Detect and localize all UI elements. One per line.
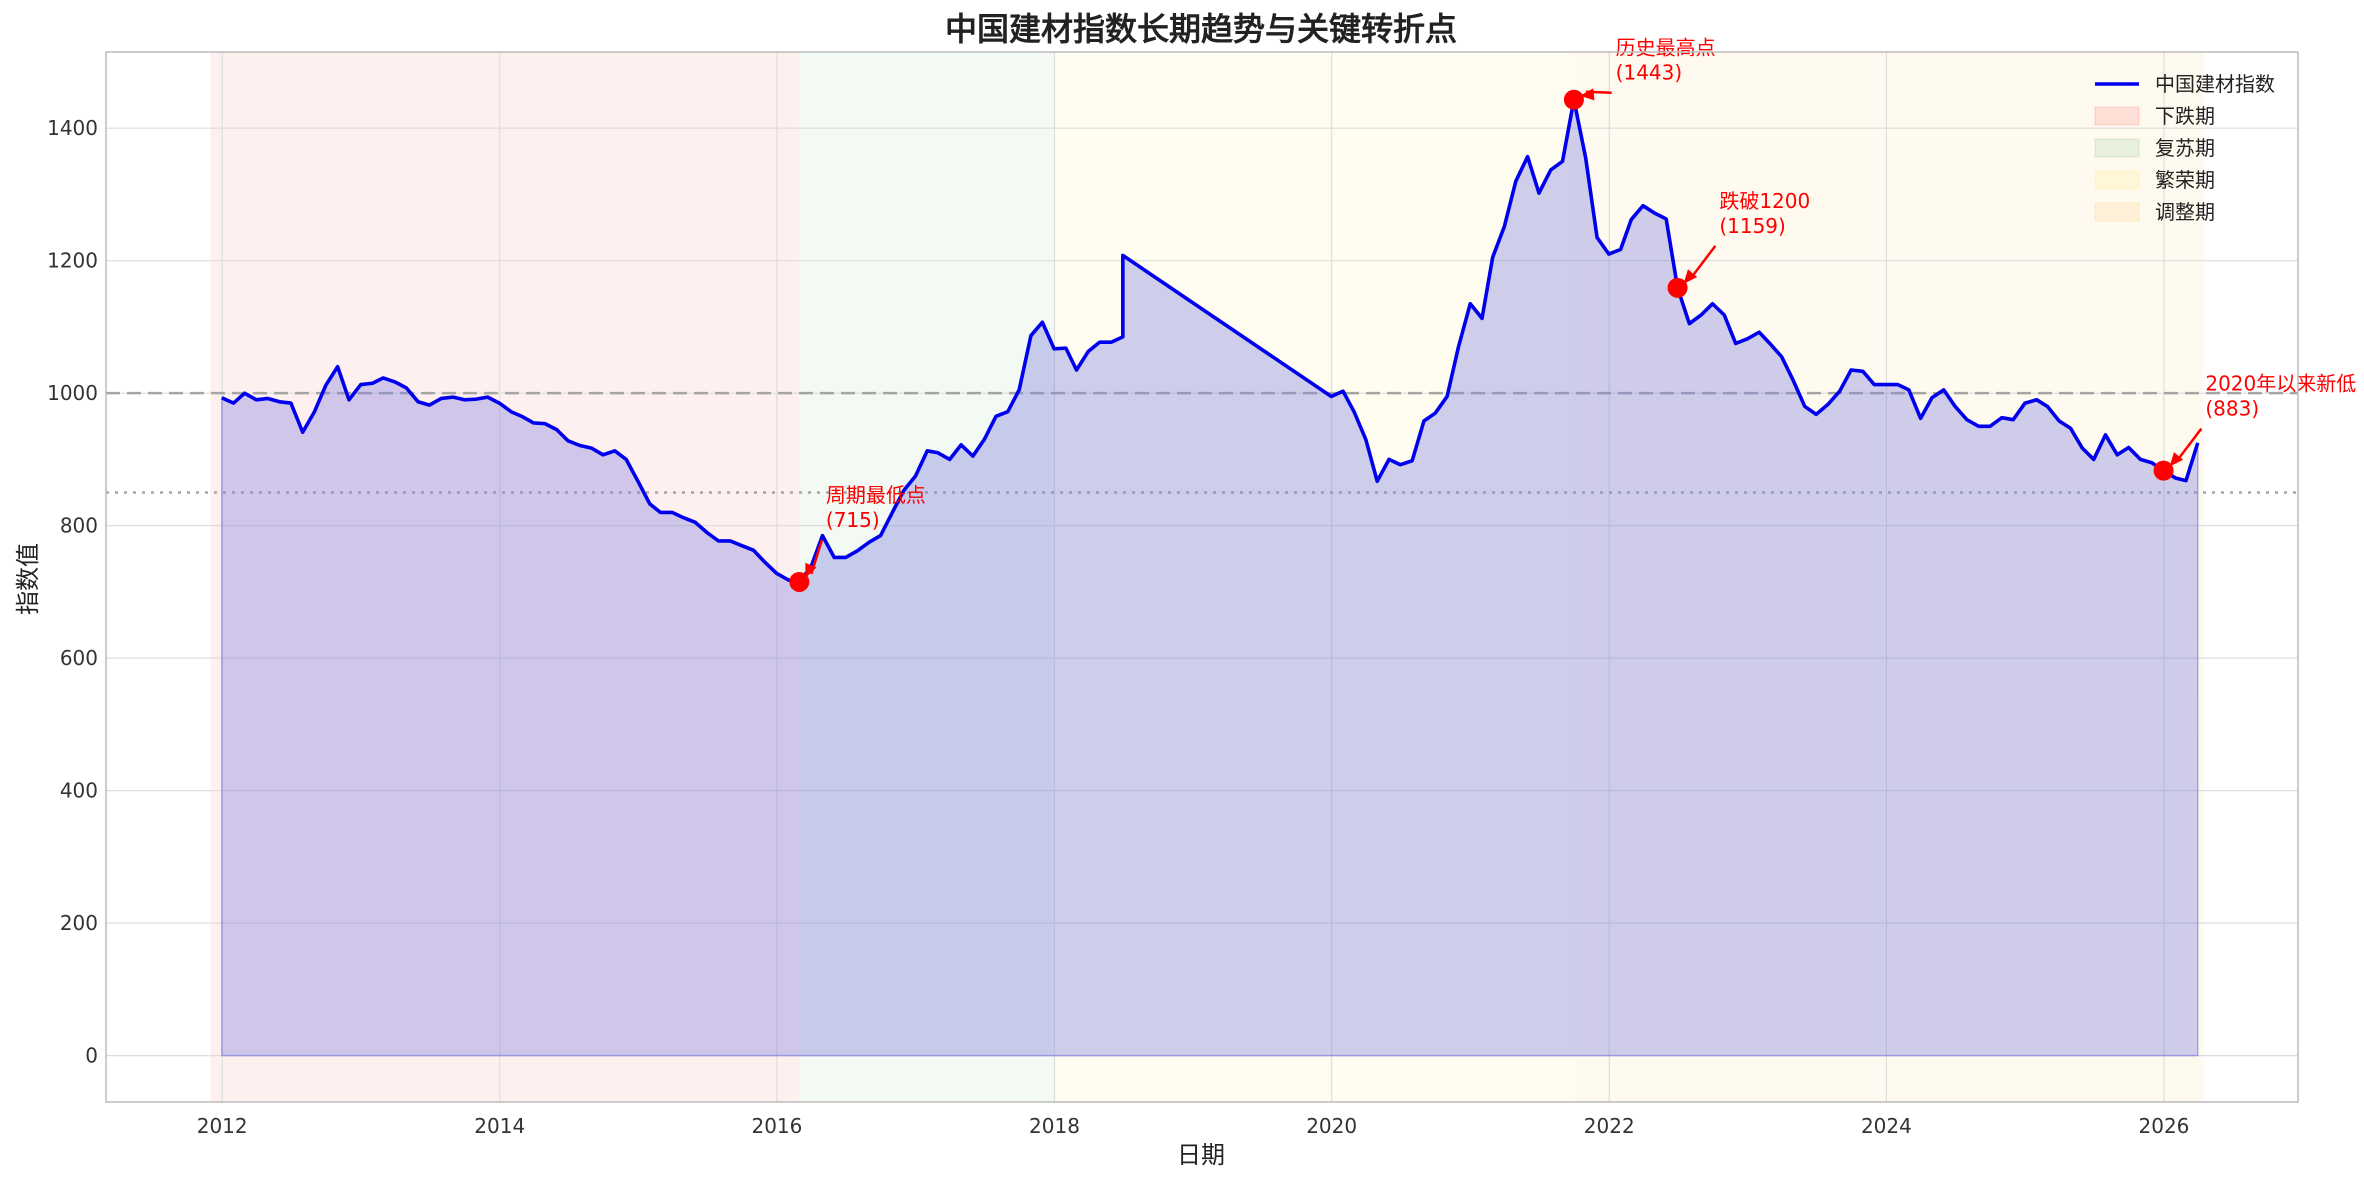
annotation-value-3: (883) <box>2205 397 2259 421</box>
plot-frame <box>105 51 2299 1103</box>
annotation-arrowhead-1 <box>1579 88 1595 101</box>
chart-title: 中国建材指数长期趋势与关键转折点 <box>945 10 1457 48</box>
x-tick-label-5: 2022 <box>1584 1114 1635 1138</box>
legend-swatch-2 <box>2094 170 2140 190</box>
annotation-arrow-2 <box>1688 245 1717 281</box>
y-tick-label-1: 200 <box>60 911 98 935</box>
annotation-marker-3 <box>2153 460 2174 481</box>
y-tick-label-7: 1400 <box>47 116 98 140</box>
series-line-path <box>221 97 2200 584</box>
phase-band-0 <box>210 52 800 1102</box>
phase-band-2 <box>1054 52 1574 1102</box>
x-tick-label-6: 2024 <box>1861 1114 1912 1138</box>
legend-swatch-0 <box>2094 106 2140 126</box>
phase-band-3 <box>1573 52 2204 1102</box>
legend-entry-2: 繁荣期 <box>2155 168 2215 192</box>
y-axis-label: 指数值 <box>14 543 42 615</box>
legend-entry-series: 中国建材指数 <box>2155 72 2275 96</box>
legend-entry-1: 复苏期 <box>2155 136 2215 160</box>
reference-lines <box>106 391 2298 494</box>
phase-bands <box>210 52 2204 1102</box>
annotation-marker-2 <box>1667 277 1688 298</box>
annotation-value-0: (715) <box>826 508 880 532</box>
phase-band-1 <box>799 52 1055 1102</box>
x-tick-label-1: 2014 <box>474 1114 525 1138</box>
annotation-label-3: 2020年以来新低 <box>2205 372 2356 396</box>
x-tick-label-2: 2016 <box>751 1114 802 1138</box>
legend-swatch-1 <box>2094 138 2140 158</box>
annotation-arrowhead-0 <box>805 562 817 578</box>
x-tick-label-0: 2012 <box>197 1114 248 1138</box>
annotation-markers: 周期最低点(715) 历史最高点(1443) 跌破1200(1159) 2020年以来… <box>789 36 2356 592</box>
annotation-label-0: 周期最低点 <box>826 483 926 507</box>
y-tick-label-2: 400 <box>60 779 98 803</box>
series-line <box>221 97 2200 584</box>
x-tick-label-4: 2020 <box>1306 1114 1357 1138</box>
x-tick-label-7: 2026 <box>2139 1114 2190 1138</box>
legend-entry-3: 调整期 <box>2155 200 2215 224</box>
annotation-label-2: 跌破1200 <box>1719 189 1810 213</box>
annotation-arrowhead-2 <box>1683 269 1698 284</box>
y-tick-label-3: 600 <box>60 646 98 670</box>
annotation-marker-0 <box>789 571 810 592</box>
annotation-value-2: (1159) <box>1719 214 1786 238</box>
legend-swatch-3 <box>2094 202 2140 222</box>
x-axis-label: 日期 <box>1177 1141 1225 1169</box>
annotation-marker-1 <box>1563 89 1584 110</box>
plot-border <box>105 51 2299 1103</box>
x-tick-label-3: 2018 <box>1029 1114 1080 1138</box>
annotation-value-1: (1443) <box>1616 61 1683 85</box>
y-tick-label-4: 800 <box>60 514 98 538</box>
annotation-label-1: 历史最高点 <box>1616 36 1716 60</box>
y-tick-label-6: 1200 <box>47 249 98 273</box>
y-tick-label-5: 1000 <box>47 381 98 405</box>
legend-entry-0: 下跌期 <box>2155 104 2215 128</box>
tick-labels: 2012 2014 2016 2018 2020 2022 2024 2026 0 200 400 6… <box>47 116 2189 1138</box>
annotation-arrow-3 <box>2174 427 2203 464</box>
annotation-arrowhead-3 <box>2169 452 2184 467</box>
y-tick-label-0: 0 <box>85 1044 98 1068</box>
